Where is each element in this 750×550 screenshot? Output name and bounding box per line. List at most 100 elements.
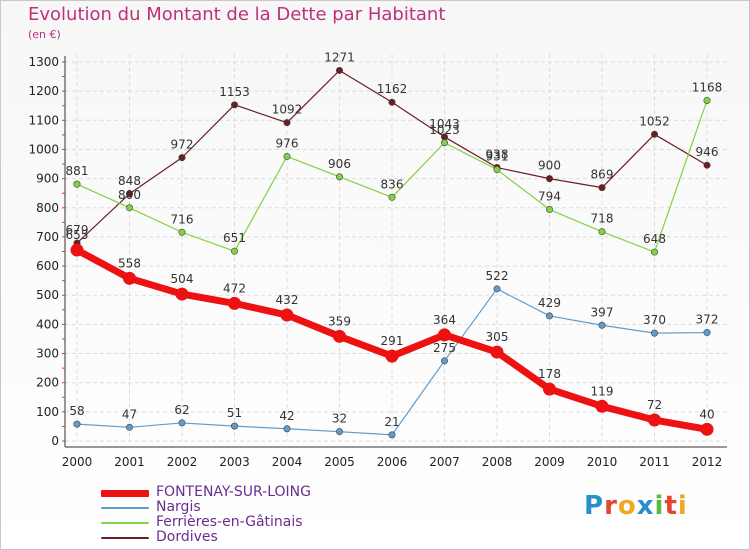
data-point-nargis bbox=[440, 357, 448, 365]
data-point-nargis bbox=[650, 329, 658, 337]
data-point-dordives bbox=[283, 119, 291, 127]
data-label-nargis: 370 bbox=[643, 313, 666, 327]
data-point-fontenay-sur-loing bbox=[228, 296, 241, 310]
legend-swatch bbox=[101, 507, 149, 509]
data-label-dordives: 946 bbox=[696, 145, 719, 159]
data-point-ferri-res-en-g-tinais bbox=[703, 96, 711, 104]
legend-item: FONTENAY-SUR-LOING bbox=[101, 484, 401, 501]
logo-letter: o bbox=[617, 491, 637, 521]
y-tick-label: 200 bbox=[36, 376, 59, 390]
logo-letter: i bbox=[677, 491, 688, 521]
legend-item: Ferrières-en-Gâtinais bbox=[101, 514, 401, 531]
data-label-fontenay-sur-loing: 72 bbox=[647, 398, 662, 412]
x-tick-label: 2000 bbox=[62, 455, 93, 469]
chart-title: Evolution du Montant de la Dette par Hab… bbox=[28, 4, 446, 25]
legend: FONTENAY-SUR-LOING Nargis Ferrières-en-Gât… bbox=[101, 484, 401, 546]
data-point-fontenay-sur-loing bbox=[595, 399, 609, 413]
data-point-fontenay-sur-loing bbox=[490, 345, 504, 359]
data-point-dordives bbox=[545, 175, 553, 183]
data-label-ferri-res-en-g-tinais: 718 bbox=[591, 212, 614, 226]
data-point-nargis bbox=[283, 425, 291, 433]
y-tick-label: 500 bbox=[36, 288, 59, 302]
x-tick-label: 2006 bbox=[377, 455, 408, 469]
data-point-ferri-res-en-g-tinais bbox=[335, 173, 343, 181]
data-point-dordives bbox=[703, 161, 711, 169]
data-label-dordives: 869 bbox=[591, 168, 614, 182]
legend-label: Ferrières-en-Gâtinais bbox=[156, 514, 303, 530]
legend-swatch bbox=[101, 522, 149, 524]
data-point-fontenay-sur-loing bbox=[333, 329, 346, 343]
data-label-dordives: 1092 bbox=[272, 103, 303, 117]
data-point-nargis bbox=[493, 285, 501, 293]
data-point-nargis bbox=[388, 431, 396, 439]
data-point-ferri-res-en-g-tinais bbox=[493, 166, 501, 174]
x-tick-label: 2001 bbox=[114, 455, 145, 469]
data-label-nargis: 429 bbox=[538, 296, 561, 310]
data-point-fontenay-sur-loing bbox=[175, 287, 189, 301]
data-point-nargis bbox=[73, 420, 81, 428]
logo-letter: i bbox=[654, 491, 665, 521]
data-point-ferri-res-en-g-tinais bbox=[73, 180, 81, 188]
data-label-ferri-res-en-g-tinais: 881 bbox=[66, 164, 89, 178]
x-tick-label: 2009 bbox=[534, 455, 565, 469]
data-point-ferri-res-en-g-tinais bbox=[283, 152, 291, 160]
data-point-dordives bbox=[388, 98, 396, 106]
data-label-nargis: 397 bbox=[591, 305, 614, 319]
data-label-nargis: 372 bbox=[696, 313, 719, 327]
logo-letter: r bbox=[604, 491, 618, 521]
data-point-dordives bbox=[650, 130, 658, 138]
y-tick-label: 600 bbox=[36, 259, 59, 273]
logo-letter: t bbox=[664, 491, 678, 521]
x-tick-label: 2011 bbox=[639, 455, 670, 469]
data-point-ferri-res-en-g-tinais bbox=[598, 228, 606, 236]
x-tick-label: 2005 bbox=[324, 455, 355, 469]
y-tick-label: 1100 bbox=[28, 113, 59, 127]
x-tick-label: 2007 bbox=[429, 455, 460, 469]
data-label-fontenay-sur-loing: 364 bbox=[433, 313, 456, 327]
data-point-dordives bbox=[335, 66, 343, 74]
data-label-nargis: 522 bbox=[486, 269, 509, 283]
chart-unit: (en €) bbox=[28, 28, 61, 41]
data-label-nargis: 275 bbox=[433, 341, 456, 355]
data-label-nargis: 62 bbox=[174, 403, 189, 417]
data-point-dordives bbox=[231, 101, 239, 109]
data-label-ferri-res-en-g-tinais: 651 bbox=[223, 231, 246, 245]
data-point-ferri-res-en-g-tinais bbox=[650, 248, 658, 256]
data-label-ferri-res-en-g-tinais: 800 bbox=[118, 188, 141, 202]
legend-label: FONTENAY-SUR-LOING bbox=[156, 484, 311, 500]
data-point-fontenay-sur-loing bbox=[648, 413, 661, 427]
y-tick-label: 1200 bbox=[28, 84, 59, 98]
data-label-fontenay-sur-loing: 472 bbox=[223, 281, 246, 295]
data-label-dordives: 938 bbox=[486, 148, 509, 162]
axes: 0 100 200 300 400 500 600 700 800 900 1000 1100 1200… bbox=[28, 55, 727, 469]
series-layer bbox=[70, 66, 714, 439]
data-label-fontenay-sur-loing: 305 bbox=[486, 330, 509, 344]
data-label-dordives: 900 bbox=[538, 159, 561, 173]
legend-label: Dordives bbox=[156, 529, 218, 545]
data-label-fontenay-sur-loing: 359 bbox=[328, 314, 351, 328]
legend-label: Nargis bbox=[156, 499, 201, 515]
data-point-nargis bbox=[335, 428, 343, 436]
logo-letter: x bbox=[636, 491, 655, 521]
data-label-dordives: 1153 bbox=[219, 85, 250, 99]
data-point-nargis bbox=[178, 419, 186, 427]
data-label-ferri-res-en-g-tinais: 906 bbox=[328, 157, 351, 171]
data-label-nargis: 47 bbox=[122, 407, 137, 421]
data-label-dordives: 679 bbox=[66, 223, 89, 237]
data-label-ferri-res-en-g-tinais: 1168 bbox=[692, 80, 723, 94]
logo-letter: P bbox=[584, 491, 605, 521]
y-tick-label: 0 bbox=[51, 434, 59, 448]
data-label-dordives: 848 bbox=[118, 174, 141, 188]
data-label-ferri-res-en-g-tinais: 931 bbox=[486, 150, 509, 164]
data-label-ferri-res-en-g-tinais: 1023 bbox=[429, 123, 460, 137]
y-tick-label: 100 bbox=[36, 405, 59, 419]
data-point-ferri-res-en-g-tinais bbox=[231, 247, 239, 255]
data-point-fontenay-sur-loing bbox=[123, 271, 136, 285]
data-point-fontenay-sur-loing bbox=[700, 422, 714, 436]
y-tick-label: 1300 bbox=[28, 55, 59, 69]
data-label-nargis: 42 bbox=[279, 409, 294, 423]
data-label-nargis: 51 bbox=[227, 406, 242, 420]
data-label-fontenay-sur-loing: 119 bbox=[591, 384, 614, 398]
legend-item: Nargis bbox=[101, 499, 401, 516]
